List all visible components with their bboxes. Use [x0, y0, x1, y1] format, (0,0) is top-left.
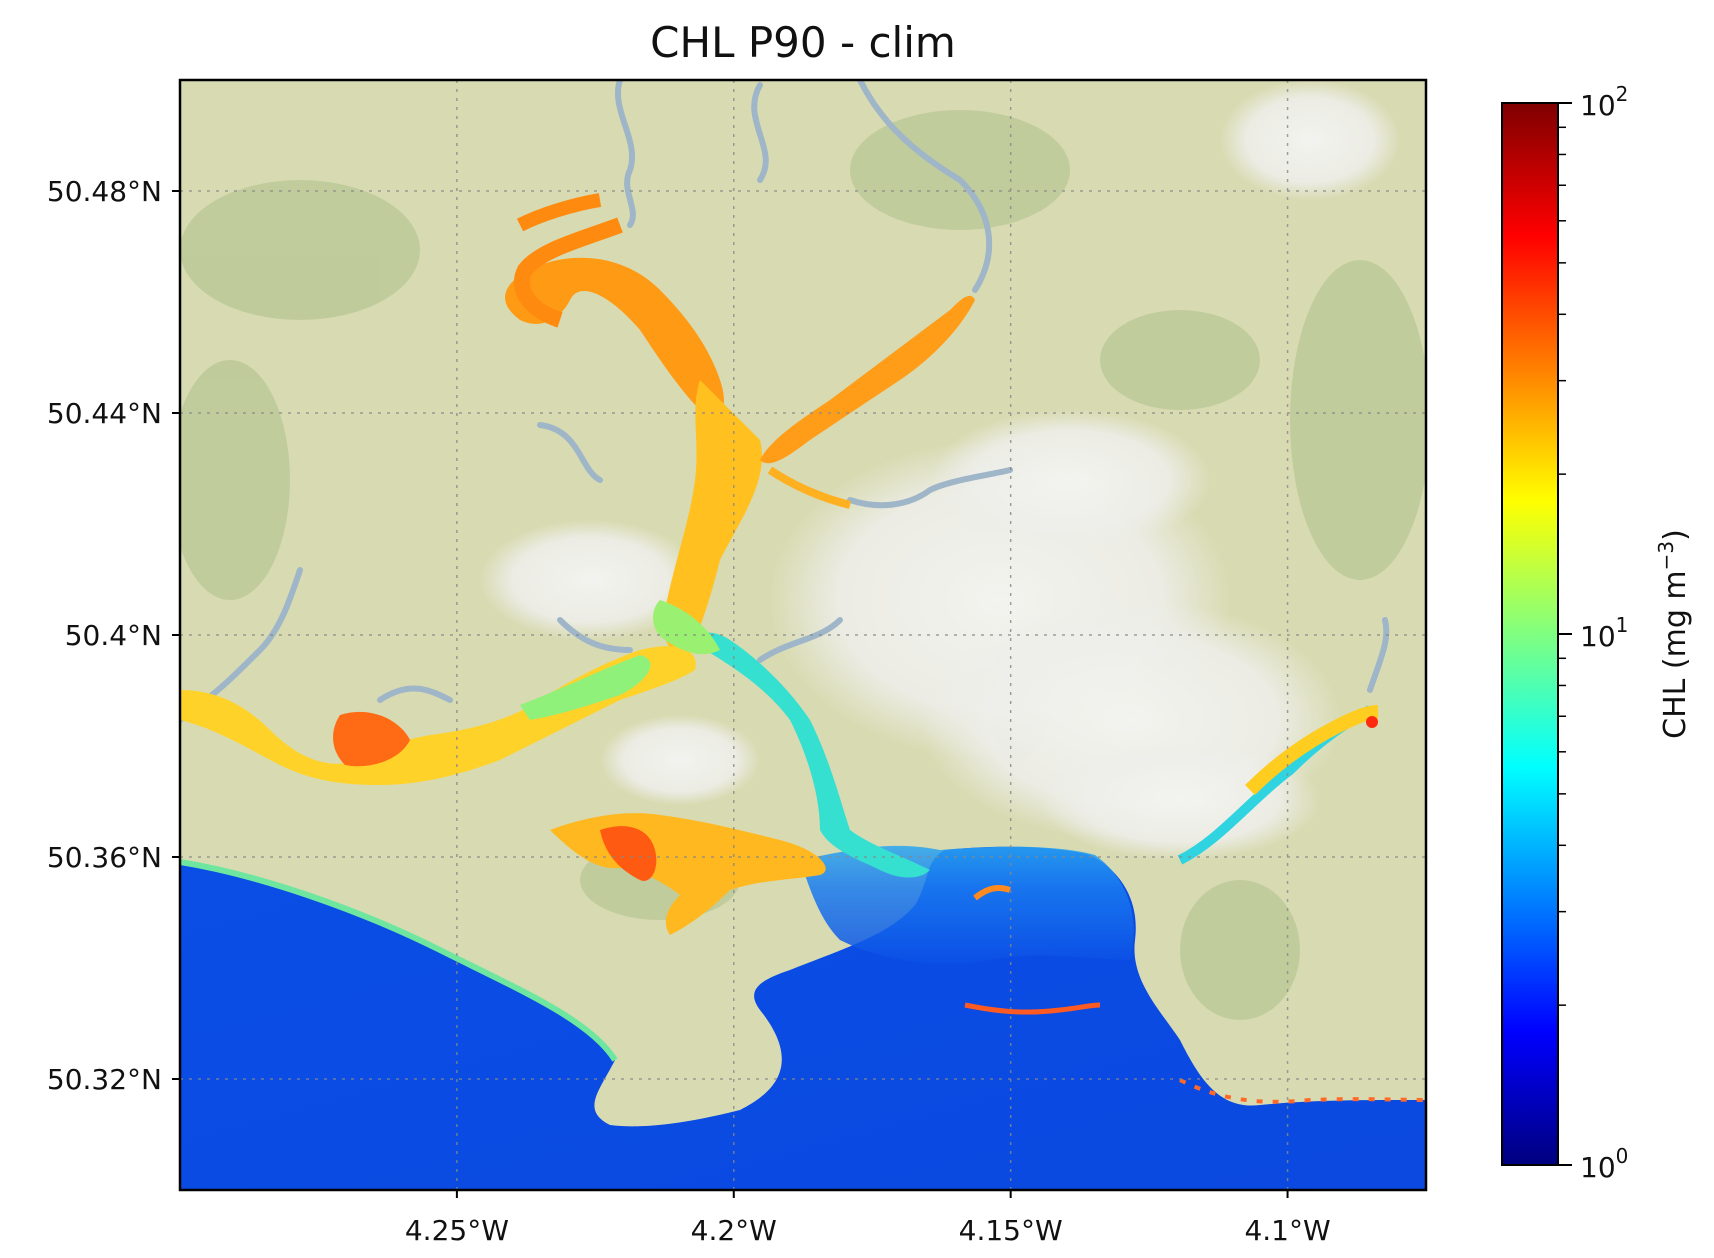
lon-tick-label: 4.25°W [405, 1214, 509, 1247]
colorbar-tick-base: 10 [1580, 89, 1616, 122]
colorbar-tick-label: 101 [1580, 613, 1628, 653]
colorbar-tick-exponent: 1 [1616, 613, 1629, 637]
breakwater-patch [964, 1002, 1101, 1015]
lat-axis: 50.48°N 50.44°N 50.4°N 50.36°N 50.32°N [47, 175, 180, 1096]
coastal-fringe-east [1179, 1078, 1426, 1104]
estuary-lynher-green [520, 655, 651, 720]
colorbar-tick-label: 102 [1580, 82, 1628, 122]
colorbar-tick-exponent: 2 [1616, 82, 1629, 106]
estuary-midchannel [653, 600, 720, 655]
colorbar-label: CHL (mg m−3) [1654, 529, 1693, 739]
estuary-lynher-red [333, 711, 410, 767]
estuary-plym-hotspot [1366, 716, 1378, 728]
colorbar-label-close: ) [1658, 529, 1693, 541]
lon-axis: 4.25°W 4.2°W 4.15°W 4.1°W [405, 1190, 1331, 1247]
colorbar-bar [1501, 102, 1559, 1166]
estuary-tavy [760, 295, 975, 464]
sound-region [800, 845, 1134, 964]
estuary-tamar [505, 193, 762, 653]
lon-tick-label: 4.2°W [691, 1214, 777, 1247]
lat-tick-label: 50.4°N [65, 619, 162, 652]
map-area [180, 80, 1426, 1190]
estuary-stjohns-red [600, 826, 657, 881]
colorbar-label-main: CHL (mg m [1658, 570, 1693, 739]
estuary-plym-upper [1245, 705, 1379, 795]
rivers [180, 80, 1390, 723]
chart-title: CHL P90 - clim [650, 18, 956, 67]
graticule [180, 80, 1426, 1190]
lon-tick-label: 4.15°W [959, 1214, 1063, 1247]
drakes-island-patch [973, 885, 1011, 901]
colorbar-tick-label: 100 [1580, 1144, 1628, 1184]
estuary-tavy-tip [767, 466, 851, 509]
lat-tick-label: 50.32°N [47, 1063, 162, 1096]
estuary-hamoaze [690, 632, 930, 878]
colorbar-tick-base: 10 [1580, 1151, 1616, 1184]
colorbar-tick-base: 10 [1580, 620, 1616, 653]
terrain-highlands [480, 80, 1400, 860]
lon-tick-label: 4.1°W [1244, 1214, 1330, 1247]
lat-tick-label: 50.48°N [47, 175, 162, 208]
colorbar-tick-exponent: 0 [1616, 1144, 1629, 1168]
lat-tick-label: 50.44°N [47, 397, 162, 430]
lat-tick-label: 50.36°N [47, 841, 162, 874]
colorbar-label-exp: −3 [1654, 541, 1678, 570]
coastal-fringe [180, 859, 618, 1062]
